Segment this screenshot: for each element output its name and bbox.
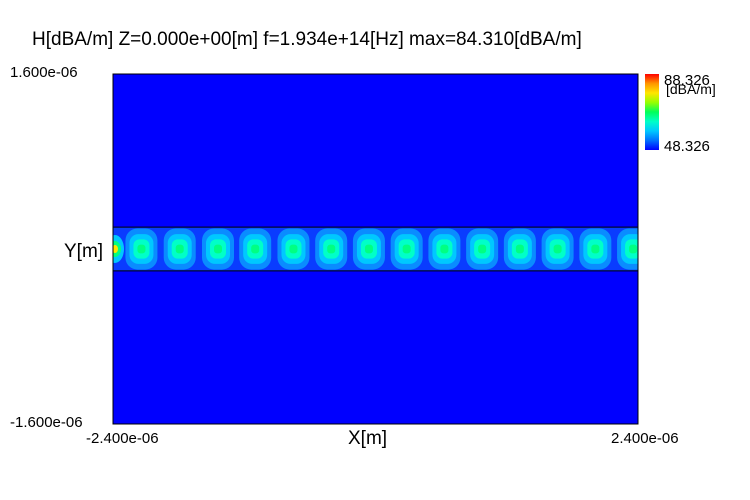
mode-lobe-peak <box>553 244 562 254</box>
colorbar <box>645 74 659 150</box>
x-axis-label: X[m] <box>348 428 388 449</box>
mode-lobe-peak <box>289 244 298 254</box>
mode-lobe-peak <box>364 244 373 254</box>
source-peak <box>113 245 118 253</box>
mode-lobe-peak <box>440 244 449 254</box>
mode-lobe-peak <box>402 244 411 254</box>
mode-lobe-peak <box>515 244 524 254</box>
mode-lobe-peak <box>175 244 184 254</box>
mode-lobe-peak <box>137 244 146 254</box>
chart-title: H[dBA/m] Z=0.000e+00[m] f=1.934e+14[Hz] … <box>32 29 582 50</box>
mode-lobe-peak <box>214 244 222 254</box>
x-tick-label-max: 2.400e-06 <box>611 430 679 447</box>
mode-lobe-peak <box>591 244 600 254</box>
y-tick-label-min: -1.600e-06 <box>10 414 83 431</box>
mode-lobe-peak <box>478 244 487 254</box>
colorbar-max-label: 88.326 <box>664 72 710 89</box>
mode-pattern-group <box>113 228 638 270</box>
y-tick-label-max: 1.600e-06 <box>10 64 78 81</box>
colorbar-min-label: 48.326 <box>664 138 710 155</box>
plot-frame <box>112 73 639 425</box>
mode-lobe-peak <box>629 244 638 254</box>
y-axis-label: Y[m] <box>64 241 104 262</box>
colorbar-unit-label: [dBA/m] <box>666 81 716 97</box>
mode-lobe-peak <box>251 244 260 254</box>
mode-lobe-peak <box>327 244 336 254</box>
x-tick-label-min: -2.400e-06 <box>86 430 159 447</box>
